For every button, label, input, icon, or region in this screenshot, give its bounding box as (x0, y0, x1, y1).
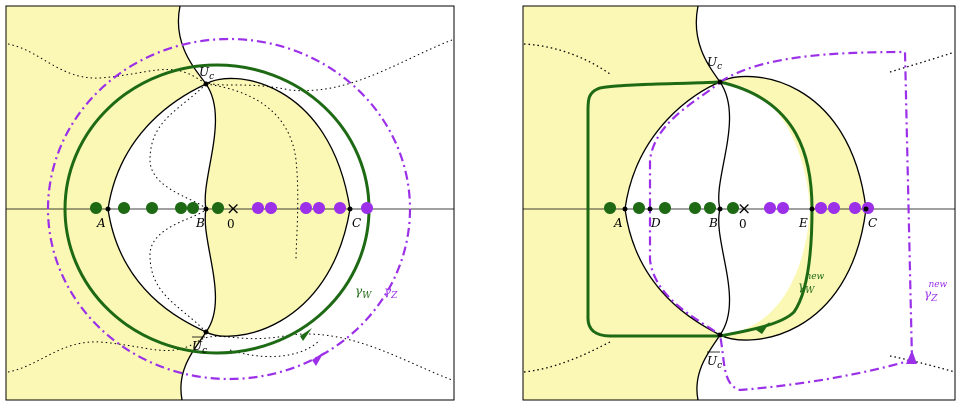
label-a: A (613, 216, 623, 230)
point-a (105, 206, 111, 212)
point-a (622, 206, 628, 212)
right-gamma-w-contour (586, 80, 814, 338)
point-b (203, 206, 209, 212)
right-gamma-z-contour (648, 50, 914, 392)
right-gamma-z-arrow (906, 350, 917, 364)
label-gamma-z: γZ (384, 284, 398, 301)
point-uc-bottom (717, 332, 723, 338)
purple-dot (334, 202, 346, 214)
right-green-dots (604, 202, 739, 214)
right-panel-frame (522, 5, 956, 401)
purple-dot (300, 202, 312, 214)
point-uc-top (717, 79, 723, 85)
purple-dot (313, 202, 325, 214)
purple-dot (849, 202, 861, 214)
point-c (347, 206, 353, 212)
purple-dot (764, 202, 776, 214)
label-b: B (195, 216, 205, 230)
label-b: B (708, 216, 718, 230)
left-right-yellow-lens (205, 78, 350, 337)
green-dot (704, 202, 716, 214)
left-gamma-z-arrow (312, 352, 324, 366)
right-purple-dots (764, 202, 874, 214)
label-gamma-z-new: γZnew (924, 280, 948, 304)
purple-dot (252, 202, 264, 214)
green-dot (187, 202, 199, 214)
green-dot (146, 202, 158, 214)
left-panel: × 0 A B C Uc Uc γW γZ (5, 5, 455, 401)
purple-dot (265, 202, 277, 214)
label-c: C (352, 216, 361, 230)
green-dot (175, 202, 187, 214)
green-dot (118, 202, 130, 214)
label-d: D (650, 216, 661, 230)
point-b (717, 206, 723, 212)
green-dot (604, 202, 616, 214)
green-dot (727, 202, 739, 214)
label-zero: 0 (227, 217, 235, 231)
label-gamma-w: γW (355, 284, 372, 301)
green-dot (90, 202, 102, 214)
label-e: E (798, 216, 808, 230)
point-uc-bottom (203, 329, 209, 335)
right-dotted-curves (523, 43, 955, 373)
left-panel-frame (5, 5, 455, 401)
x-mark: × (226, 199, 240, 219)
right-panel: × 0 A D B E C Uc Uc γWnew γZnew (522, 5, 956, 401)
purple-dot (777, 202, 789, 214)
purple-dot (361, 202, 373, 214)
left-inner-white (108, 84, 216, 332)
label-uc-bottom: Uc (707, 354, 722, 371)
purple-dot (815, 202, 827, 214)
left-green-dots (90, 202, 224, 214)
label-zero: 0 (739, 217, 747, 231)
label-uc-top: Uc (707, 55, 722, 72)
green-dot (212, 202, 224, 214)
left-purple-dots (252, 202, 373, 214)
point-e (809, 206, 815, 212)
point-c (863, 206, 869, 212)
green-dot (633, 202, 645, 214)
label-uc-top: Uc (199, 65, 214, 82)
green-dot (689, 202, 701, 214)
left-gamma-w-arrow (300, 328, 312, 341)
label-a: A (96, 216, 106, 230)
green-dot (659, 202, 671, 214)
right-gamma-w-arrow (756, 322, 770, 334)
x-mark: × (737, 199, 751, 219)
right-inner-white (625, 82, 730, 335)
point-d (647, 206, 653, 212)
label-c: C (868, 216, 877, 230)
point-uc-top (203, 81, 209, 87)
purple-dot (828, 202, 840, 214)
label-uc-bottom: Uc (192, 339, 207, 356)
left-gamma-z-contour (46, 37, 412, 381)
label-gamma-w-new: γWnew (798, 272, 825, 296)
